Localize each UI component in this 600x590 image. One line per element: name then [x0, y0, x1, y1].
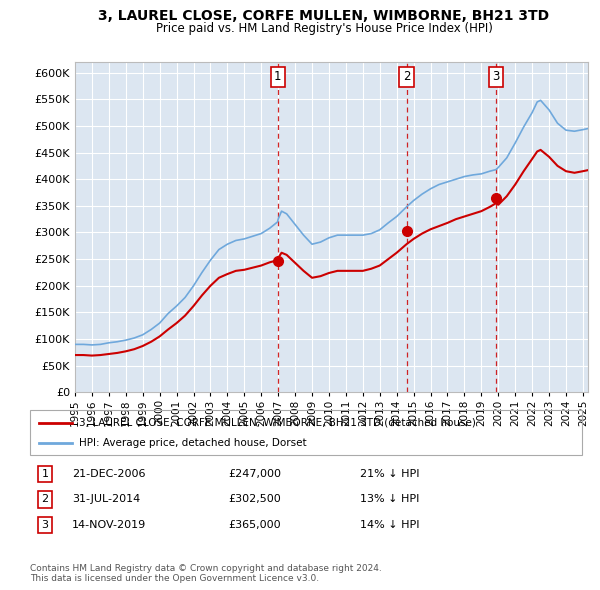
Text: 1: 1 — [274, 70, 281, 83]
Text: 14% ↓ HPI: 14% ↓ HPI — [360, 520, 419, 530]
Text: £365,000: £365,000 — [228, 520, 281, 530]
Text: Contains HM Land Registry data © Crown copyright and database right 2024.
This d: Contains HM Land Registry data © Crown c… — [30, 563, 382, 583]
Text: 3: 3 — [41, 520, 49, 530]
Text: £302,500: £302,500 — [228, 494, 281, 504]
Text: 31-JUL-2014: 31-JUL-2014 — [72, 494, 140, 504]
Text: £247,000: £247,000 — [228, 469, 281, 479]
Text: 21-DEC-2006: 21-DEC-2006 — [72, 469, 146, 479]
Text: 21% ↓ HPI: 21% ↓ HPI — [360, 469, 419, 479]
Text: 14-NOV-2019: 14-NOV-2019 — [72, 520, 146, 530]
Text: 3, LAUREL CLOSE, CORFE MULLEN, WIMBORNE, BH21 3TD: 3, LAUREL CLOSE, CORFE MULLEN, WIMBORNE,… — [98, 9, 550, 23]
Text: HPI: Average price, detached house, Dorset: HPI: Average price, detached house, Dors… — [79, 438, 307, 448]
Text: 3, LAUREL CLOSE, CORFE MULLEN, WIMBORNE, BH21 3TD (detached house): 3, LAUREL CLOSE, CORFE MULLEN, WIMBORNE,… — [79, 418, 476, 428]
Text: 2: 2 — [41, 494, 49, 504]
Text: 2: 2 — [403, 70, 410, 83]
Text: 13% ↓ HPI: 13% ↓ HPI — [360, 494, 419, 504]
Text: 1: 1 — [41, 469, 49, 479]
Text: Price paid vs. HM Land Registry's House Price Index (HPI): Price paid vs. HM Land Registry's House … — [155, 22, 493, 35]
Text: 3: 3 — [493, 70, 500, 83]
